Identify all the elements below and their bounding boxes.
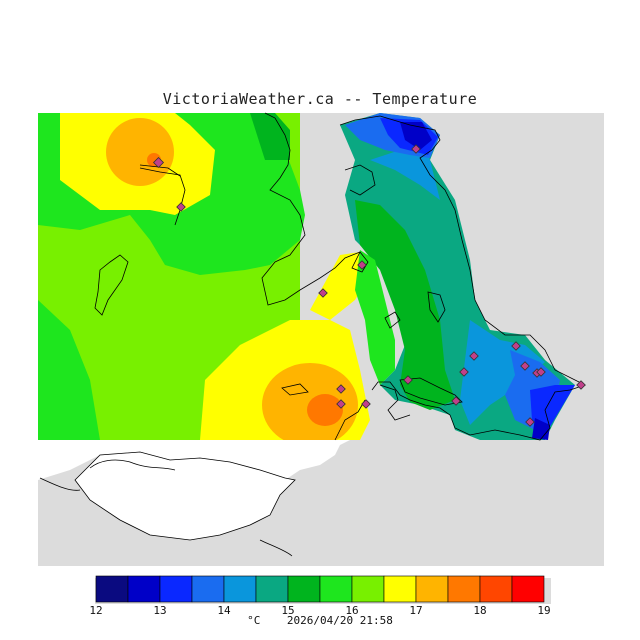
legend-band bbox=[351, 575, 385, 603]
legend-band bbox=[127, 575, 161, 603]
legend-ticks: 12 13 14 15 16 17 18 19 bbox=[89, 604, 550, 617]
station-marker bbox=[525, 417, 535, 427]
south-region bbox=[38, 440, 604, 566]
legend-tick-label: 16 bbox=[345, 604, 358, 617]
station-marker bbox=[576, 380, 586, 390]
station-marker bbox=[336, 399, 346, 409]
station-marker bbox=[361, 399, 371, 409]
legend-tick-label: 19 bbox=[537, 604, 550, 617]
legend-band bbox=[447, 575, 481, 603]
station-marker bbox=[176, 202, 186, 212]
station-marker bbox=[469, 351, 479, 361]
station-marker bbox=[520, 361, 530, 371]
weather-stations bbox=[152, 144, 586, 427]
legend-bands bbox=[95, 575, 545, 603]
legend-tick-label: 12 bbox=[89, 604, 102, 617]
legend-band bbox=[415, 575, 449, 603]
station-marker bbox=[511, 341, 521, 351]
station-marker bbox=[336, 384, 346, 394]
legend-band bbox=[319, 575, 353, 603]
coastlines bbox=[94, 112, 587, 441]
unit-label: °C bbox=[247, 614, 261, 627]
legend-tick-label: 17 bbox=[409, 604, 422, 617]
legend-band bbox=[255, 575, 289, 603]
legend-band bbox=[191, 575, 225, 603]
west-contour-field bbox=[38, 113, 375, 447]
legend-band bbox=[159, 575, 193, 603]
legend-band bbox=[287, 575, 321, 603]
legend-tick-label: 14 bbox=[217, 604, 231, 617]
legend-caption: °C 2026/04/20 21:58 bbox=[0, 614, 640, 627]
legend-band bbox=[383, 575, 417, 603]
east-contour-field bbox=[340, 113, 575, 440]
station-marker bbox=[318, 288, 328, 298]
legend-tick-label: 13 bbox=[153, 604, 166, 617]
station-marker bbox=[152, 156, 165, 169]
station-marker bbox=[459, 367, 469, 377]
legend-band bbox=[223, 575, 257, 603]
station-marker bbox=[411, 144, 421, 154]
legend-tick-label: 15 bbox=[281, 604, 294, 617]
legend-tick-label: 18 bbox=[473, 604, 486, 617]
legend-band bbox=[95, 575, 129, 603]
map-title: VictoriaWeather.ca -- Temperature bbox=[162, 90, 478, 108]
station-marker bbox=[403, 375, 413, 385]
station-marker bbox=[451, 396, 461, 406]
station-marker bbox=[536, 367, 546, 377]
timestamp: 2026/04/20 21:58 bbox=[286, 614, 393, 627]
legend-band bbox=[479, 575, 513, 603]
station-marker bbox=[357, 260, 367, 270]
legend-band bbox=[511, 575, 545, 603]
